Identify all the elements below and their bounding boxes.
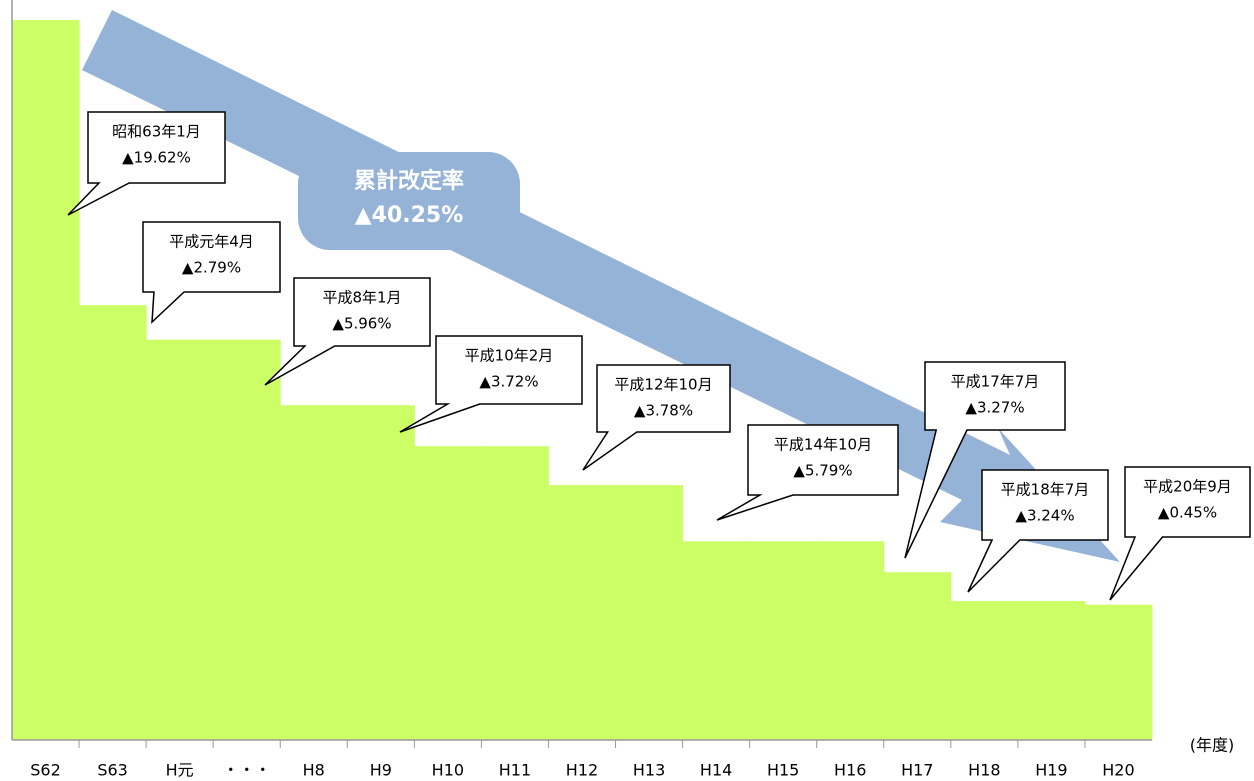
x-tick-label: H8 xyxy=(303,761,325,780)
callout-rate: ▲2.79% xyxy=(182,259,241,277)
x-tick-label: H9 xyxy=(370,761,392,780)
callout-date: 平成20年9月 xyxy=(1143,478,1232,496)
x-tick-label: H11 xyxy=(499,761,531,780)
bar xyxy=(1017,601,1086,740)
x-tick-label: ・・・ xyxy=(223,761,271,780)
bar xyxy=(213,339,281,740)
callout-rate: ▲3.24% xyxy=(1015,507,1074,525)
cumulative-title: 累計改定率 xyxy=(354,168,464,194)
cumulative-arrow xyxy=(82,10,1120,562)
bar xyxy=(548,485,617,740)
x-axis-unit: (年度) xyxy=(1190,736,1235,755)
bar xyxy=(950,601,1019,740)
callout xyxy=(67,111,226,216)
callout-rate: ▲3.72% xyxy=(479,373,538,391)
bar xyxy=(280,405,348,740)
x-tick-label: H17 xyxy=(901,761,933,780)
callout-rate: ▲3.78% xyxy=(634,402,693,420)
callout-date: 平成元年4月 xyxy=(169,233,254,251)
bar xyxy=(12,20,80,740)
bar xyxy=(414,446,482,740)
callout-date: 平成10年2月 xyxy=(465,347,554,365)
bar xyxy=(1084,604,1153,740)
cumulative-rate: ▲40.25% xyxy=(355,203,464,228)
callout-rate: ▲0.45% xyxy=(1158,504,1217,522)
callout-date: 平成12年10月 xyxy=(614,376,712,394)
x-tick-label: H10 xyxy=(432,761,464,780)
x-tick-label: S63 xyxy=(97,761,128,780)
callout-date: 平成14年10月 xyxy=(774,436,872,454)
bar xyxy=(146,339,214,740)
bar xyxy=(749,541,818,740)
x-tick-label: H14 xyxy=(700,761,732,780)
bar xyxy=(816,541,885,740)
bar xyxy=(481,446,549,740)
x-tick-label: H元 xyxy=(166,761,194,780)
bar xyxy=(79,305,147,740)
callout-date: 平成8年1月 xyxy=(322,289,401,307)
callout-rate: ▲5.96% xyxy=(332,315,391,333)
cumulative-label-box xyxy=(298,152,520,250)
callout-rate: ▲5.79% xyxy=(793,462,852,480)
x-tick-label: H15 xyxy=(767,761,799,780)
x-tick-label: H20 xyxy=(1102,761,1134,780)
callout-date: 昭和63年1月 xyxy=(112,123,201,141)
bar xyxy=(347,405,415,740)
callout xyxy=(399,335,583,433)
x-tick-label: H12 xyxy=(566,761,598,780)
callout xyxy=(967,469,1109,593)
callout xyxy=(582,364,731,471)
callout-date: 平成17年7月 xyxy=(951,373,1040,391)
callout-rate: ▲19.62% xyxy=(122,149,191,167)
x-tick-label: H16 xyxy=(834,761,866,780)
callout xyxy=(904,361,1066,559)
x-tick-label: H19 xyxy=(1035,761,1067,780)
callout xyxy=(142,221,281,324)
x-tick-label: H18 xyxy=(968,761,1000,780)
callout xyxy=(1109,466,1251,601)
callout-date: 平成18年7月 xyxy=(1001,481,1090,499)
bar xyxy=(682,541,751,740)
callout xyxy=(264,277,431,386)
bar xyxy=(883,572,952,740)
callout xyxy=(716,424,899,521)
x-tick-label: S62 xyxy=(30,761,61,780)
bar xyxy=(615,485,684,740)
x-tick-label: H13 xyxy=(633,761,665,780)
callout-rate: ▲3.27% xyxy=(965,399,1024,417)
